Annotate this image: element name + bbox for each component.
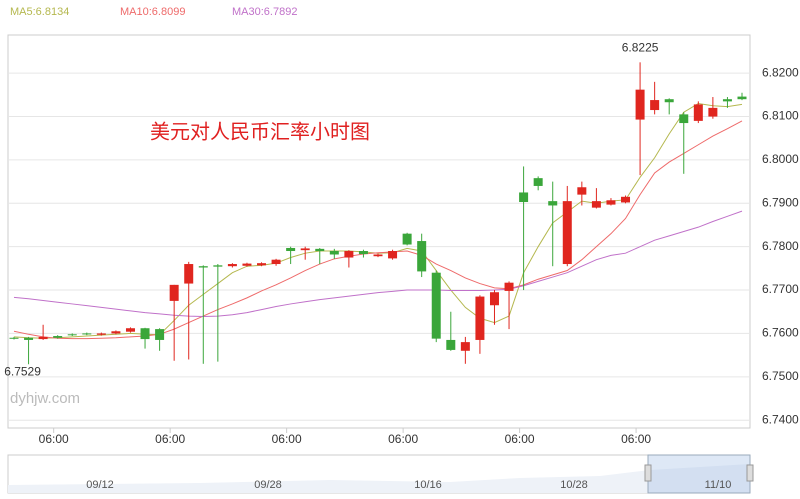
ma-line xyxy=(13,120,743,340)
candle-body xyxy=(431,272,441,339)
candle-body xyxy=(504,282,514,291)
navigator-area xyxy=(8,464,750,493)
y-tick-label: 6.8200 xyxy=(762,65,799,79)
candle-body xyxy=(24,337,34,340)
candle-body xyxy=(96,333,106,335)
candle-body xyxy=(169,284,179,301)
candle-body xyxy=(635,89,645,120)
candle-body xyxy=(140,328,150,340)
candle-body xyxy=(53,336,63,338)
candle-body xyxy=(315,248,325,252)
candle-body xyxy=(125,328,135,332)
candle-body xyxy=(111,331,121,334)
navigator-handle[interactable] xyxy=(746,464,754,482)
candle-body xyxy=(722,99,732,102)
candle-body xyxy=(358,251,368,255)
candle-body xyxy=(679,114,689,124)
candle-body xyxy=(388,251,398,259)
min-label: 6.7529 xyxy=(4,364,41,378)
x-tick-label: 06:00 xyxy=(621,432,651,446)
candle-body xyxy=(242,263,252,266)
chart-title: 美元对人民币汇率小时图 xyxy=(150,120,370,143)
candle-body xyxy=(650,100,660,111)
candle-body xyxy=(155,329,165,340)
navigator-window[interactable] xyxy=(647,454,751,494)
candle-body xyxy=(664,99,674,103)
navigator-label: 09/28 xyxy=(254,479,282,491)
candle-body xyxy=(300,248,310,251)
y-tick-label: 6.7700 xyxy=(762,282,799,296)
x-tick-label: 06:00 xyxy=(155,432,185,446)
candle-body xyxy=(519,192,529,203)
candle-body xyxy=(198,266,208,268)
legend-entry: MA5:6.8134 xyxy=(10,6,69,18)
legend-entry: MA10:6.8099 xyxy=(120,6,185,18)
candle-body xyxy=(257,263,267,266)
x-tick-label: 06:00 xyxy=(39,432,69,446)
candle-body xyxy=(460,342,470,351)
x-tick-label: 06:00 xyxy=(388,432,418,446)
candle-body xyxy=(344,251,354,258)
navigator-handle[interactable] xyxy=(644,464,652,482)
y-tick-label: 6.7900 xyxy=(762,195,799,209)
candle-body xyxy=(606,200,616,205)
candle-body xyxy=(271,259,281,265)
candle-body xyxy=(9,337,19,339)
max-label: 6.8225 xyxy=(622,40,659,54)
candle-body xyxy=(184,264,194,284)
candle-body xyxy=(591,201,601,208)
candle-body xyxy=(227,264,237,267)
navigator-label: 10/28 xyxy=(560,479,588,491)
x-tick-label: 06:00 xyxy=(272,432,302,446)
candle-body xyxy=(548,201,558,206)
y-tick-label: 6.7600 xyxy=(762,326,799,340)
candle-body xyxy=(213,265,223,267)
candle-body xyxy=(329,251,339,255)
candle-body xyxy=(82,333,92,335)
x-tick-label: 06:00 xyxy=(505,432,535,446)
legend-entry: MA30:6.7892 xyxy=(232,6,297,18)
candle-body xyxy=(577,187,587,195)
candle-body xyxy=(402,233,412,245)
candle-body xyxy=(489,292,499,306)
y-tick-label: 6.8000 xyxy=(762,152,799,166)
plot-frame xyxy=(7,34,751,429)
watermark: dyhjw.com xyxy=(10,390,80,407)
y-tick-label: 6.7400 xyxy=(762,412,799,426)
candle-body xyxy=(737,96,747,100)
navigator-label: 10/16 xyxy=(414,479,442,491)
candle-body xyxy=(693,104,703,121)
candle-body xyxy=(562,201,572,265)
navigator-label: 11/10 xyxy=(705,479,732,491)
candle-body xyxy=(286,247,296,252)
candle-body xyxy=(475,296,485,340)
navigator-label: 09/12 xyxy=(86,479,114,491)
candle-body xyxy=(38,336,48,340)
ma-line xyxy=(13,210,743,318)
candle-body xyxy=(67,334,77,336)
y-tick-label: 6.8100 xyxy=(762,109,799,123)
y-tick-label: 6.7800 xyxy=(762,239,799,253)
y-tick-label: 6.7500 xyxy=(762,369,799,383)
candle-body xyxy=(533,178,543,186)
candle-body xyxy=(446,339,456,350)
candle-body xyxy=(373,254,383,257)
candle-body xyxy=(417,241,427,272)
candle-body xyxy=(708,107,718,117)
candle-body xyxy=(621,196,631,203)
